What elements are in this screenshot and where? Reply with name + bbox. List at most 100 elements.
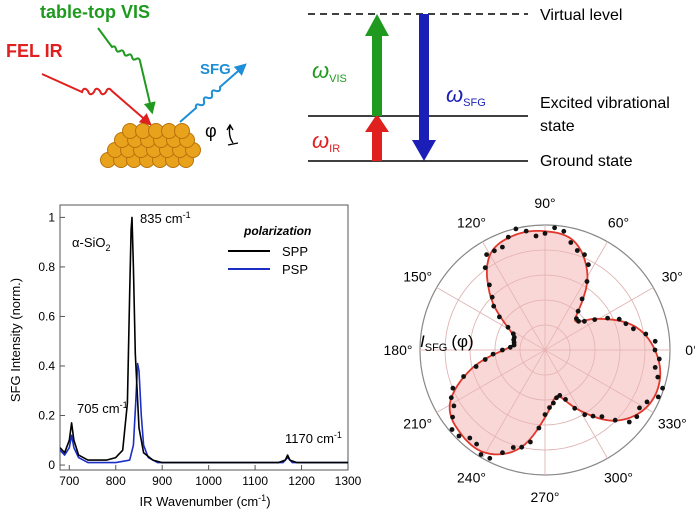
- y-tick-label: 0.6: [38, 309, 55, 323]
- polar-data-point: [523, 228, 529, 234]
- rotation-angle-label: φ: [205, 121, 217, 141]
- polar-angle-label: 240°: [457, 469, 486, 485]
- omega-ir-label: ωIR: [312, 128, 340, 155]
- sfg-beam-label: SFG: [200, 61, 231, 78]
- polar-data-point: [511, 342, 517, 348]
- polar-data-point: [497, 314, 502, 320]
- polar-grid-spoke-overlay: [544, 349, 608, 459]
- polar-angle-label: 330°: [658, 416, 687, 432]
- x-tick-label: 900: [152, 474, 172, 488]
- y-axis-ticks: 0 0.2 0.4 0.6 0.8 1: [38, 210, 65, 472]
- polar-data-point: [582, 318, 587, 324]
- polar-data-point: [579, 296, 585, 302]
- polar-angle-label: 180°: [384, 342, 413, 358]
- legend-title: polarization: [243, 224, 311, 238]
- polar-data-point: [643, 331, 649, 337]
- polar-data-point: [533, 233, 539, 239]
- excited-level-label-1: Excited vibrational: [540, 95, 670, 112]
- x-tick-label: 1100: [242, 474, 268, 488]
- polar-data-point: [574, 248, 580, 253]
- legend-label-spp: SPP: [282, 244, 308, 259]
- polar-data-point: [484, 252, 489, 257]
- x-axis-ticks: 700 800 900 1000 1100 1200 1300: [59, 465, 362, 488]
- polar-grid-spoke-overlay: [482, 349, 546, 459]
- polar-data-point: [552, 225, 557, 231]
- polar-data-point: [500, 244, 505, 250]
- x-tick-label: 1300: [335, 474, 362, 488]
- polar-data-point: [656, 356, 662, 362]
- crystal-atom: [174, 123, 190, 139]
- polar-data-point: [582, 252, 587, 258]
- polar-data-point: [519, 444, 525, 450]
- polar-data-point: [448, 395, 454, 401]
- polar-data-point: [584, 279, 590, 284]
- polar-data-point: [474, 441, 479, 447]
- polar-data-point: [660, 385, 665, 391]
- sfg-schematic: table-top VIS FEL IR SFG φ: [6, 2, 247, 168]
- polar-data-point: [505, 234, 511, 240]
- polar-data-point: [637, 405, 642, 411]
- x-tick-label: 1200: [288, 474, 315, 488]
- polar-data-point: [505, 324, 511, 330]
- polar-data-point: [568, 240, 574, 245]
- polar-data-point: [631, 326, 636, 332]
- polar-data-point: [561, 228, 567, 234]
- polar-data-point: [605, 315, 610, 321]
- vis-transition-arrowhead: [365, 14, 389, 36]
- polar-data-point: [473, 364, 479, 369]
- polar-data-point: [572, 405, 578, 411]
- polar-data-point: [557, 393, 563, 398]
- polar-data-point: [616, 316, 622, 322]
- polar-data-point: [542, 412, 548, 417]
- polar-data-point: [450, 414, 455, 420]
- virtual-level-label: Virtual level: [540, 7, 622, 24]
- polar-angle-label: 210°: [403, 416, 432, 432]
- x-tick-label: 800: [106, 474, 126, 488]
- polar-data-point: [467, 435, 473, 441]
- polar-data-point: [592, 317, 598, 322]
- polar-data-point: [478, 452, 484, 457]
- sfg-spectrum-chart: 700 800 900 1000 1100 1200 1300 0 0.2 0.4 0.6 0.8 1…: [8, 204, 362, 509]
- polar-data-point: [461, 374, 466, 379]
- polar-angle-label: 150°: [403, 269, 432, 285]
- polar-chart: 90° 60° 30° 0° 330° 300° 270° 240° 210° 180° 150° 1…: [384, 195, 695, 505]
- polar-data-point: [487, 455, 493, 461]
- ir-transition-arrowhead: [365, 114, 389, 132]
- polar-data-point: [575, 308, 581, 314]
- polar-angle-label: 300°: [604, 469, 633, 485]
- polar-angle-label: 60°: [608, 215, 629, 231]
- y-tick-label: 0.2: [38, 409, 55, 423]
- polar-data-point: [599, 414, 605, 419]
- polar-data-point: [655, 374, 661, 380]
- polar-data-point: [574, 316, 579, 321]
- polar-grid-spoke-overlay: [436, 349, 546, 413]
- polar-grid-spoke-overlay: [436, 287, 546, 351]
- peak-annotation-1170: 1170 cm-1: [285, 430, 342, 446]
- sfg-beam-arrow: [179, 63, 247, 123]
- polar-data-point: [582, 412, 588, 418]
- crystal-surface: [100, 123, 201, 168]
- polar-data-point: [487, 282, 492, 288]
- y-tick-label: 0.4: [38, 359, 55, 373]
- polar-data-point: [623, 321, 629, 327]
- sfg-transition-arrow: [419, 14, 429, 142]
- vis-beam-label: table-top VIS: [40, 2, 150, 22]
- energy-level-diagram: Virtual level Excited vibrational state …: [308, 7, 670, 170]
- polar-data-point: [586, 262, 591, 268]
- polar-data-point: [492, 248, 497, 254]
- series-line-spp: [60, 216, 348, 464]
- ir-beam-label: FEL IR: [6, 41, 63, 61]
- y-tick-label: 0.8: [38, 260, 55, 274]
- ir-beam-arrow: [41, 73, 152, 126]
- x-tick-label: 1000: [195, 474, 222, 488]
- polar-data-points: [448, 225, 665, 461]
- plot-frame: [59, 204, 349, 471]
- vis-transition-arrow: [372, 34, 382, 116]
- polar-intensity-label: ISFG (φ): [420, 332, 474, 354]
- sfg-transition-arrowhead: [412, 140, 436, 161]
- polar-data-point: [482, 357, 488, 362]
- polar-data-point: [490, 351, 496, 357]
- polar-angle-label: 270°: [531, 489, 560, 505]
- polar-data-point: [626, 419, 632, 425]
